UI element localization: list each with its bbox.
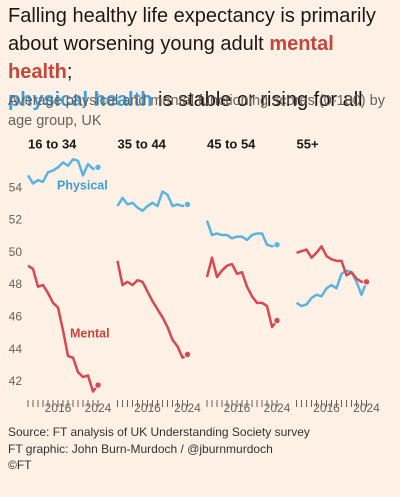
y-tick-label: 50: [9, 245, 23, 259]
end-marker: [362, 278, 371, 286]
x-tick-label: 2016: [45, 401, 72, 415]
chart: 16 to 34 42 44 46 48 50 52 54 2016 2024 Physical Me…: [9, 136, 381, 415]
title: Falling healthy life expectancy is prima…: [8, 2, 396, 114]
end-marker: [273, 316, 281, 325]
x-tick-label: 2024: [264, 401, 291, 415]
panel-title: 55+: [297, 136, 319, 151]
title-highlight: mental health: [8, 33, 334, 83]
panel-title: 35 to 44: [118, 136, 167, 151]
source: Source: FT analysis of UK Understanding …: [8, 425, 310, 439]
end-marker: [94, 381, 102, 389]
series-line: [205, 220, 278, 248]
series-line: [116, 190, 188, 213]
footer: Source: FT analysis of UK Understanding …: [8, 424, 310, 474]
subtitle: Average physical and mental functioning …: [8, 93, 385, 129]
series-line: [296, 245, 367, 284]
series-line: [26, 157, 99, 185]
series-line: [27, 264, 99, 393]
end-marker: [183, 350, 192, 359]
series-label: Physical: [57, 178, 108, 192]
x-tick-label: 2024: [353, 401, 380, 415]
copyright: ©FT: [8, 458, 32, 472]
x-tick-label: 2016: [134, 401, 161, 415]
series-label: Mental: [70, 326, 110, 340]
title-highlight: physical health: [8, 89, 153, 111]
end-marker: [94, 163, 102, 171]
y-tick-label: 48: [9, 277, 23, 291]
series-line: [295, 269, 368, 308]
x-tick-label: 2024: [174, 401, 201, 415]
title-part: Falling healthy life expectancy is prima…: [8, 5, 376, 55]
credit: FT graphic: John Burn-Murdoch / @jburnmu…: [8, 441, 273, 456]
end-marker: [273, 241, 281, 249]
title-part: ;: [66, 61, 73, 83]
y-tick-label: 54: [9, 180, 23, 194]
y-tick-label: 44: [9, 342, 23, 356]
title-part: is stable or rising for all: [152, 89, 363, 111]
x-tick-label: 2016: [313, 401, 340, 415]
y-tick-label: 46: [9, 310, 23, 324]
y-tick-label: 52: [9, 213, 23, 227]
panel-title: 16 to 34: [28, 136, 77, 151]
x-tick-label: 2024: [85, 401, 112, 415]
series-line: [205, 256, 278, 329]
y-tick-label: 42: [9, 374, 23, 388]
x-tick-label: 2016: [224, 401, 251, 415]
series-line: [116, 260, 189, 359]
panel-title: 45 to 54: [207, 136, 256, 151]
end-marker: [183, 200, 192, 209]
